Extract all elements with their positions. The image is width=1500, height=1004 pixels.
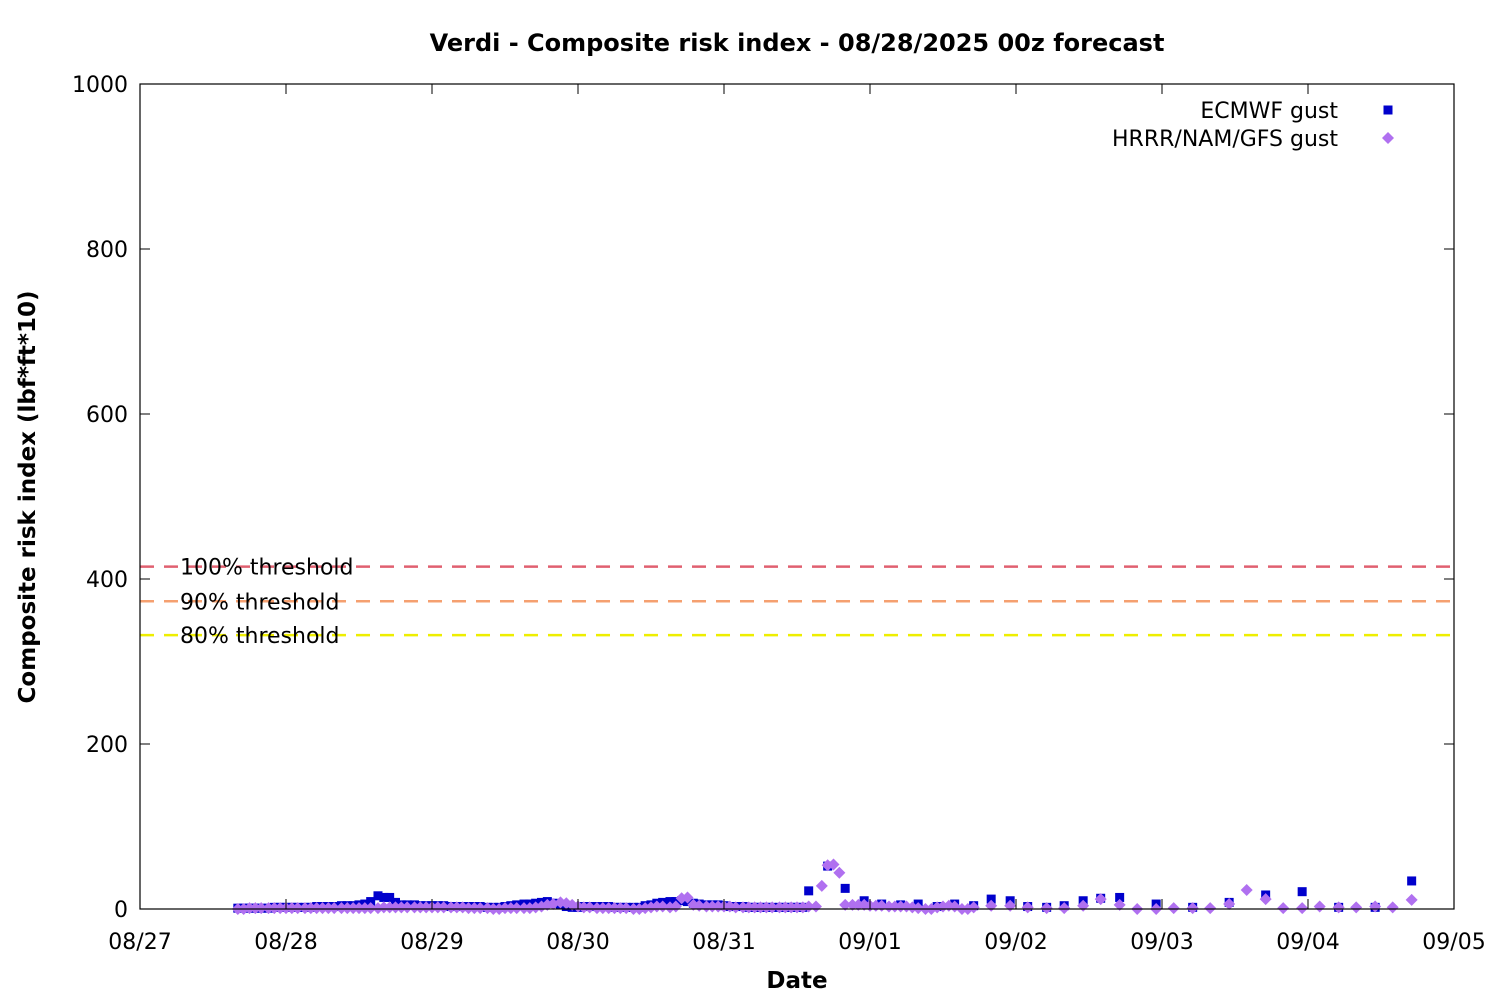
- series-1-point-121: [967, 901, 980, 914]
- series-1-point-99: [833, 866, 846, 879]
- x-tick-label-8: 09/04: [1276, 930, 1339, 955]
- series-1-point-126: [1058, 902, 1071, 915]
- plot-area: 100% threshold 90% threshold 80% threshold…: [72, 73, 1486, 955]
- series-1-point-4: [255, 902, 268, 915]
- series-1-point-22: [364, 902, 377, 915]
- legend-marker-0: [1383, 105, 1393, 115]
- series-1-point-64: [620, 902, 633, 915]
- series-1-point-125: [1040, 902, 1053, 915]
- series-1-point-133: [1186, 902, 1199, 915]
- series-0-point-96: [840, 883, 850, 893]
- x-tick-label-2: 08/29: [400, 930, 463, 955]
- series-1-point-112: [912, 902, 925, 915]
- series-1-point-139: [1296, 902, 1309, 915]
- x-tick-label-1: 08/28: [254, 930, 317, 955]
- series-1-point-132: [1167, 902, 1180, 915]
- series-1-point-10: [291, 902, 304, 915]
- series-1-point-96: [815, 879, 828, 892]
- y-tick-label-5: 1000: [72, 73, 128, 98]
- y-tick-label-3: 600: [86, 403, 128, 428]
- x-tick-label-3: 08/30: [546, 930, 609, 955]
- series-1-point-135: [1223, 898, 1236, 911]
- x-tick-label-5: 09/01: [838, 930, 901, 955]
- series-0-point-116: [1297, 887, 1307, 897]
- chart-title: Verdi - Composite risk index - 08/28/202…: [430, 29, 1165, 57]
- legend-label-0: ECMWF gust: [1200, 99, 1338, 124]
- x-tick-label-9: 09/05: [1422, 930, 1485, 955]
- series-0-point-111: [1115, 892, 1125, 902]
- series-0-point-23: [373, 891, 383, 901]
- y-tick-label-4: 800: [86, 238, 128, 263]
- y-tick-label-1: 200: [86, 733, 128, 758]
- series-1-point-28: [401, 901, 414, 914]
- series-1-point-34: [437, 901, 450, 914]
- series-1-point-142: [1350, 901, 1363, 914]
- x-tick-label-6: 09/02: [984, 930, 1047, 955]
- series-1-point-16: [328, 902, 341, 915]
- series-1-point-138: [1277, 902, 1290, 915]
- legend-label-1: HRRR/NAM/GFS gust: [1112, 127, 1338, 152]
- series-0-point-24: [379, 892, 389, 902]
- series-0-point-94: [804, 886, 814, 896]
- series-1-point-140: [1313, 900, 1326, 913]
- series-1-point-137: [1259, 893, 1272, 906]
- series-1-point-128: [1094, 893, 1107, 906]
- threshold-label-0: 100% threshold: [180, 556, 354, 581]
- y-axis-label: Composite risk index (lbf*ft*10): [15, 291, 41, 704]
- x-axis-label: Date: [766, 968, 827, 994]
- series-1-point-74: [681, 891, 694, 904]
- series-1-point-58: [583, 901, 596, 914]
- series-0-point-25: [385, 892, 395, 902]
- series-1-point-134: [1204, 902, 1217, 915]
- legend-marker-1: [1382, 132, 1394, 144]
- x-tick-label-4: 08/31: [692, 930, 755, 955]
- threshold-label-1: 90% threshold: [180, 590, 340, 615]
- threshold-label-2: 80% threshold: [180, 624, 340, 649]
- series-1-point-129: [1113, 898, 1126, 911]
- x-tick-label-0: 08/27: [108, 930, 171, 955]
- series-1-point-145: [1405, 893, 1418, 906]
- series-1-point-144: [1386, 901, 1399, 914]
- series-1-point-141: [1332, 901, 1345, 914]
- series-1-point-136: [1240, 884, 1253, 897]
- series-0-point-22: [366, 897, 376, 907]
- series-1-point-124: [1021, 901, 1034, 914]
- series-0-point-119: [1407, 876, 1417, 886]
- series-1-point-95: [809, 900, 822, 913]
- series-1-point-100: [839, 898, 852, 911]
- plot-frame: [139, 83, 1455, 910]
- series-1-point-40: [474, 902, 487, 915]
- series-0-point-104: [986, 894, 996, 904]
- y-tick-label-0: 0: [114, 898, 128, 923]
- series-1-point-82: [729, 901, 742, 914]
- y-tick-label-2: 400: [86, 568, 128, 593]
- x-tick-label-7: 09/03: [1130, 930, 1193, 955]
- series-1-point-98: [827, 858, 840, 871]
- series-1-point-46: [510, 902, 523, 915]
- series-1-point-88: [766, 901, 779, 914]
